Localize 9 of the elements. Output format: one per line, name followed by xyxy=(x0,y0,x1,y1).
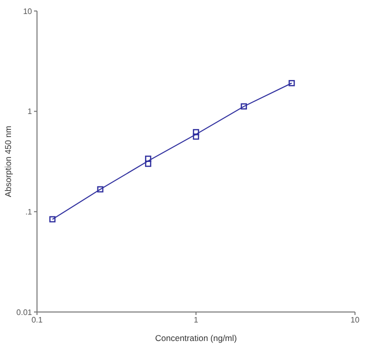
x-axis-title: Concentration (ng/ml) xyxy=(155,333,238,343)
y-tick-label: 0.01 xyxy=(16,308,33,317)
y-axis-title: Absorption 450 nm xyxy=(3,126,14,198)
y-tick-label: .1 xyxy=(25,208,33,217)
x-tick-label: 10 xyxy=(350,316,360,325)
x-tick-label: 0.1 xyxy=(31,316,44,325)
y-tick-label: 10 xyxy=(23,6,33,16)
y-tick-label: 1 xyxy=(28,107,33,116)
x-tick-label: 1 xyxy=(194,316,199,325)
